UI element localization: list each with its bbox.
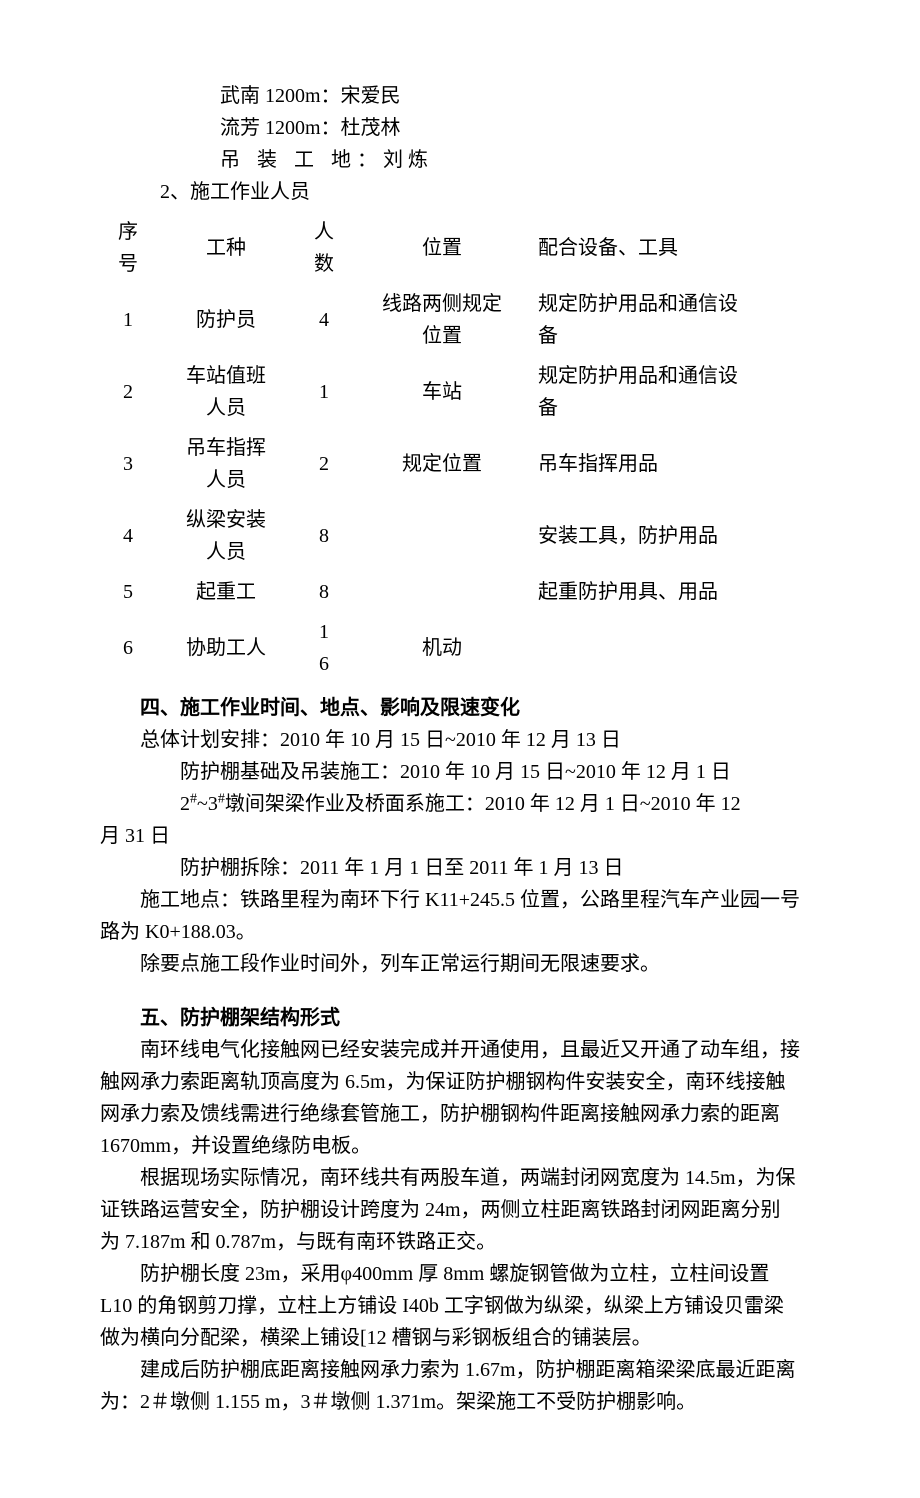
section-5: 五、防护棚架结构形式 南环线电气化接触网已经安装完成并开通使用，且最近又开通了动… bbox=[100, 1002, 800, 1418]
cell-position: 机动 bbox=[352, 612, 532, 684]
th-count: 人数 bbox=[296, 212, 352, 284]
header-line-1: 武南 1200m：宋爱民 bbox=[100, 80, 800, 112]
section-4: 四、施工作业时间、地点、影响及限速变化 总体计划安排：2010 年 10 月 1… bbox=[100, 692, 800, 980]
cell-job: 起重工 bbox=[156, 572, 296, 612]
cell-count: 1 bbox=[296, 356, 352, 428]
header-line-3-label: 吊 装 工 地： bbox=[220, 149, 383, 171]
cell-position: 车站 bbox=[352, 356, 532, 428]
cell-seq: 4 bbox=[100, 500, 156, 572]
cell-job: 车站值班人员 bbox=[156, 356, 296, 428]
cell-seq: 5 bbox=[100, 572, 156, 612]
table-row: 1 防护员 4 线路两侧规定位置 规定防护用品和通信设备 bbox=[100, 284, 800, 356]
header-line-3: 吊 装 工 地：刘 炼 bbox=[100, 144, 800, 176]
cell-job: 防护员 bbox=[156, 284, 296, 356]
sec4-p5: 施工地点：铁路里程为南环下行 K11+245.5 位置，公路里程汽车产业园一号路… bbox=[100, 884, 800, 948]
cell-position: 线路两侧规定位置 bbox=[352, 284, 532, 356]
cell-equipment: 吊车指挥用品 bbox=[532, 428, 800, 500]
th-position: 位置 bbox=[352, 212, 532, 284]
th-seq: 序号 bbox=[100, 212, 156, 284]
table-row: 3 吊车指挥人员 2 规定位置 吊车指挥用品 bbox=[100, 428, 800, 500]
cell-seq: 3 bbox=[100, 428, 156, 500]
sec4-p4: 防护棚拆除：2011 年 1 月 1 日至 2011 年 1 月 13 日 bbox=[100, 852, 800, 884]
cell-equipment: 起重防护用具、用品 bbox=[532, 572, 800, 612]
cell-position bbox=[352, 572, 532, 612]
cell-seq: 1 bbox=[100, 284, 156, 356]
header-sub: 2、施工作业人员 bbox=[100, 176, 800, 208]
sec4-p3: 2#~3#墩间架梁作业及桥面系施工：2010 年 12 月 1 日~2010 年… bbox=[100, 788, 800, 852]
table-row: 4 纵梁安装人员 8 安装工具，防护用品 bbox=[100, 500, 800, 572]
header-block: 武南 1200m：宋爱民 流芳 1200m：杜茂林 吊 装 工 地：刘 炼 2、… bbox=[100, 80, 800, 208]
th-equipment: 配合设备、工具 bbox=[532, 212, 800, 284]
sec4-p6: 除要点施工段作业时间外，列车正常运行期间无限速要求。 bbox=[100, 948, 800, 980]
table-header-row: 序号 工种 人数 位置 配合设备、工具 bbox=[100, 212, 800, 284]
sec5-p3: 防护棚长度 23m，采用φ400mm 厚 8mm 螺旋钢管做为立柱，立柱间设置 … bbox=[100, 1258, 800, 1354]
cell-position: 规定位置 bbox=[352, 428, 532, 500]
cell-seq: 2 bbox=[100, 356, 156, 428]
section-4-title: 四、施工作业时间、地点、影响及限速变化 bbox=[100, 692, 800, 724]
sec5-p1: 南环线电气化接触网已经安装完成并开通使用，且最近又开通了动车组，接触网承力索距离… bbox=[100, 1034, 800, 1162]
sec5-p4: 建成后防护棚底距离接触网承力索为 1.67m，防护棚距离箱梁梁底最近距离为：2＃… bbox=[100, 1354, 800, 1418]
cell-seq: 6 bbox=[100, 612, 156, 684]
cell-count: 4 bbox=[296, 284, 352, 356]
header-line-2: 流芳 1200m：杜茂林 bbox=[100, 112, 800, 144]
personnel-table: 序号 工种 人数 位置 配合设备、工具 1 防护员 4 线路两侧规定位置 规定防… bbox=[100, 212, 800, 684]
table-row: 5 起重工 8 起重防护用具、用品 bbox=[100, 572, 800, 612]
cell-count: 8 bbox=[296, 500, 352, 572]
section-5-title: 五、防护棚架结构形式 bbox=[100, 1002, 800, 1034]
cell-count: 2 bbox=[296, 428, 352, 500]
cell-job: 纵梁安装人员 bbox=[156, 500, 296, 572]
cell-equipment: 规定防护用品和通信设备 bbox=[532, 356, 800, 428]
cell-count: 16 bbox=[296, 612, 352, 684]
cell-equipment: 规定防护用品和通信设备 bbox=[532, 284, 800, 356]
table-row: 2 车站值班人员 1 车站 规定防护用品和通信设备 bbox=[100, 356, 800, 428]
cell-job: 吊车指挥人员 bbox=[156, 428, 296, 500]
cell-job: 协助工人 bbox=[156, 612, 296, 684]
cell-position bbox=[352, 500, 532, 572]
sec4-p1: 总体计划安排：2010 年 10 月 15 日~2010 年 12 月 13 日 bbox=[100, 724, 800, 756]
header-line-3-name: 刘 炼 bbox=[383, 149, 428, 171]
cell-count: 8 bbox=[296, 572, 352, 612]
sec4-p2: 防护棚基础及吊装施工：2010 年 10 月 15 日~2010 年 12 月 … bbox=[100, 756, 800, 788]
table-row: 6 协助工人 16 机动 bbox=[100, 612, 800, 684]
cell-equipment: 安装工具，防护用品 bbox=[532, 500, 800, 572]
th-job: 工种 bbox=[156, 212, 296, 284]
cell-equipment bbox=[532, 612, 800, 684]
sec5-p2: 根据现场实际情况，南环线共有两股车道，两端封闭网宽度为 14.5m，为保证铁路运… bbox=[100, 1162, 800, 1258]
